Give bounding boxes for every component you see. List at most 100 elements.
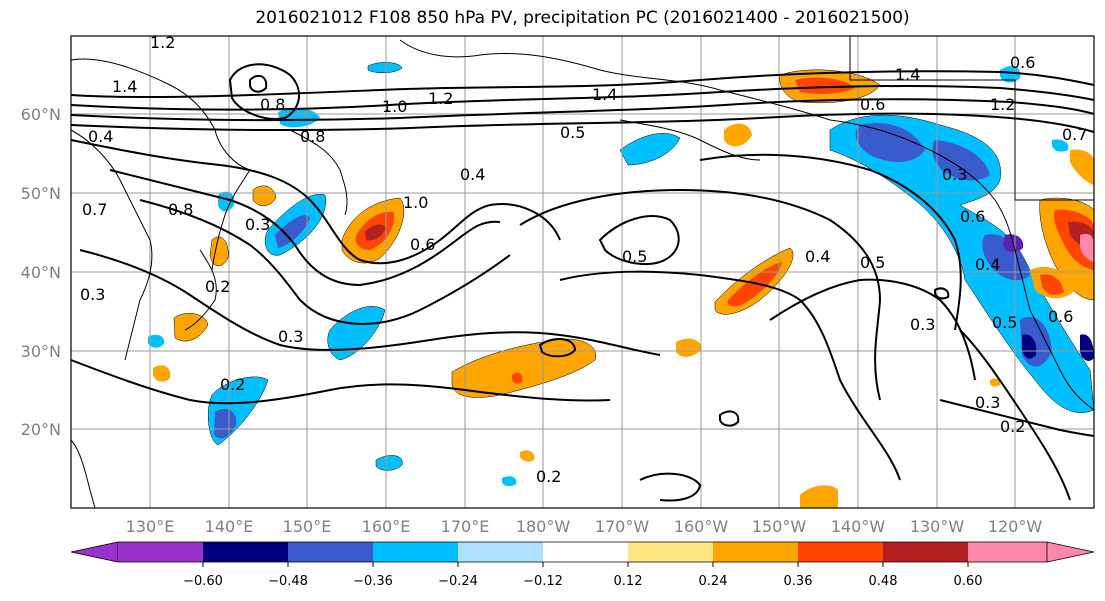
colorbar-segment (968, 542, 1047, 562)
contour-label: 0.8 (260, 95, 285, 114)
precip-neg-area (278, 108, 320, 128)
contour-label: 1.2 (428, 89, 453, 108)
precip-neg-area (982, 234, 1030, 281)
contour-label: 0.2 (536, 467, 561, 486)
colorbar-label: −0.12 (523, 574, 563, 589)
contour-label: 0.6 (1048, 307, 1073, 326)
precip-neg-area (1022, 334, 1037, 359)
lat-label: 30°N (21, 342, 61, 361)
lon-label: 170°W (595, 517, 650, 536)
map-title: 2016021012 F108 850 hPa PV, precipitatio… (255, 8, 910, 28)
precip-neg-area (855, 122, 925, 162)
latitude-labels: 60°N 50°N 40°N 30°N 20°N (21, 105, 61, 439)
coastlines (70, 36, 1095, 509)
contour-label: 0.3 (278, 327, 303, 346)
colorbar-segment (458, 542, 543, 562)
precip-neg-area (502, 476, 517, 487)
precip-neg-area (1080, 334, 1094, 361)
pv-contours (70, 63, 1095, 502)
colorbar-label: −0.60 (183, 574, 223, 589)
precip-pos-area (676, 338, 702, 357)
colorbar-label: −0.24 (438, 574, 478, 589)
precip-neg-area (218, 191, 235, 212)
colorbar-segment (373, 542, 458, 562)
lon-label: 170°E (441, 517, 490, 536)
colorbar-segment (883, 542, 968, 562)
contour-label: 0.6 (1010, 53, 1035, 72)
contour-label: 0.4 (805, 247, 830, 266)
lon-label: 140°E (205, 517, 254, 536)
contour-label: 1.2 (990, 95, 1015, 114)
contour-label: 0.2 (205, 277, 230, 296)
precip-pos-area (173, 313, 209, 342)
contour-label: 0.6 (960, 207, 985, 226)
precip-neg-area (148, 334, 165, 348)
precip-pos-area (520, 450, 535, 462)
precip-pos-area (451, 338, 596, 398)
colorbar-label: −0.48 (268, 574, 308, 589)
lon-label: 140°W (831, 517, 886, 536)
colorbar-label: 0.12 (614, 574, 643, 589)
map-panel: 1.2 1.4 0.8 1.0 1.2 1.4 0.5 0.6 1.4 1.2 … (70, 33, 1095, 509)
precip-shading (148, 62, 1095, 508)
colorbar-segment (118, 542, 203, 562)
contour-label: 1.0 (403, 193, 428, 212)
colorbar-label: −0.36 (353, 574, 393, 589)
contour-label: 0.3 (942, 165, 967, 184)
map-gridlines (71, 36, 1094, 508)
contour-label: 1.4 (112, 77, 137, 96)
precip-pos-area (209, 236, 229, 267)
precip-pos-area (512, 372, 523, 384)
precip-pos-area (724, 123, 752, 147)
contour-label: 0.5 (860, 253, 885, 272)
contour-label: 0.5 (622, 247, 647, 266)
contour-label: 0.4 (975, 255, 1000, 274)
contour-label: 0.4 (88, 127, 113, 146)
contour-label: 0.7 (1062, 125, 1087, 144)
contour-label: 0.3 (975, 393, 1000, 412)
precip-pos-area (1070, 149, 1094, 185)
precip-neg-area (327, 306, 386, 361)
contour-labels: 1.2 1.4 0.8 1.0 1.2 1.4 0.5 0.6 1.4 1.2 … (80, 33, 1087, 486)
colorbar-label: 0.24 (699, 574, 728, 589)
longitude-labels: 130°E 140°E 150°E 160°E 170°E 180°W 170°… (126, 517, 1043, 536)
precip-neg-area (367, 62, 403, 73)
precip-pos-area (1080, 234, 1094, 262)
precip-neg-area (932, 140, 990, 181)
colorbar-segment (543, 542, 628, 562)
contour-label: 1.0 (382, 97, 407, 116)
precip-neg-area (375, 455, 403, 471)
colorbar-label: 0.48 (869, 574, 898, 589)
lon-label: 160°E (362, 517, 411, 536)
lat-label: 60°N (21, 105, 61, 124)
precip-pos-area (153, 365, 171, 382)
colorbar-segment (628, 542, 713, 562)
lon-label: 180°W (516, 517, 571, 536)
lon-label: 150°W (752, 517, 807, 536)
precip-neg-area (214, 408, 237, 439)
contour-label: 0.2 (220, 375, 245, 394)
lon-label: 130°E (126, 517, 175, 536)
colorbar-label: 0.36 (784, 574, 813, 589)
contour-label: 1.4 (895, 65, 920, 84)
contour-label: 0.4 (460, 165, 485, 184)
contour-label: 0.8 (300, 127, 325, 146)
contour-label: 1.2 (150, 33, 175, 52)
precip-neg-area (619, 133, 681, 166)
contour-label: 0.2 (1000, 417, 1025, 436)
lon-label: 120°W (988, 517, 1043, 536)
precip-pos-area (1040, 274, 1064, 295)
contour-label: 0.8 (168, 200, 193, 219)
contour-label: 0.3 (245, 215, 270, 234)
contour-label: 0.3 (910, 315, 935, 334)
colorbar: −0.60 −0.48 −0.36 −0.24 −0.12 0.12 0.24 … (70, 541, 1095, 589)
precip-neg-area (1052, 139, 1069, 152)
contour-label: 0.6 (410, 235, 435, 254)
lon-label: 130°W (910, 517, 965, 536)
colorbar-segment (798, 542, 883, 562)
precip-pos-area (990, 378, 1001, 387)
precip-neg-area (275, 215, 310, 248)
contour-label: 1.4 (592, 85, 617, 104)
colorbar-segment (1046, 541, 1095, 563)
lat-label: 40°N (21, 263, 61, 282)
